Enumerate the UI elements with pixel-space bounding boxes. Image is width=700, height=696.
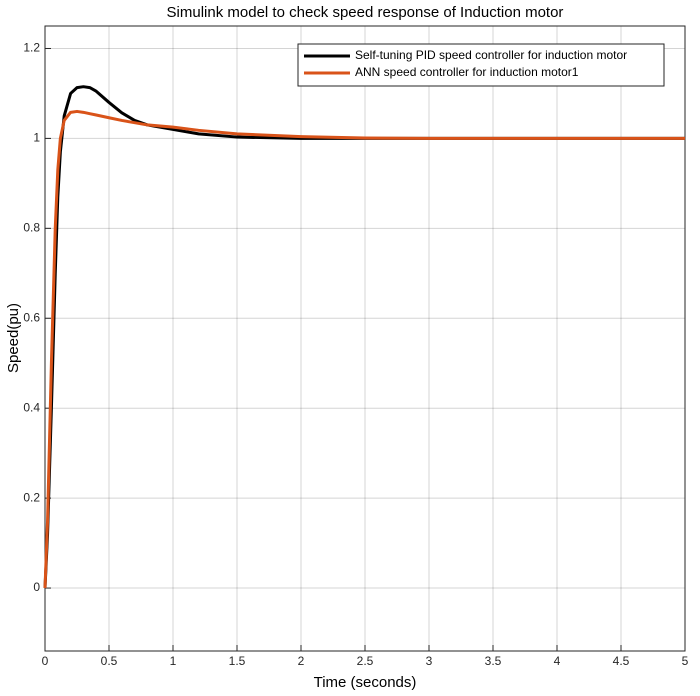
legend: Self-tuning PID speed controller for ind… xyxy=(297,43,665,87)
x-tick-label: 3 xyxy=(426,654,433,668)
legend-label: ANN speed controller for induction motor… xyxy=(355,65,579,79)
y-tick-label: 0.8 xyxy=(23,221,40,235)
y-tick-label: 0.4 xyxy=(23,400,40,414)
x-tick-label: 0.5 xyxy=(101,654,118,668)
y-tick-label: 1 xyxy=(33,131,40,145)
y-axis-label: Speed(pu) xyxy=(5,303,22,373)
y-tick-label: 0.2 xyxy=(23,490,40,504)
legend-label: Self-tuning PID speed controller for ind… xyxy=(355,48,627,62)
x-tick-label: 4 xyxy=(554,654,561,668)
y-tick-label: 1.2 xyxy=(23,41,40,55)
x-tick-label: 5 xyxy=(682,654,689,668)
x-tick-label: 4.5 xyxy=(613,654,630,668)
x-tick-label: 2 xyxy=(298,654,305,668)
x-tick-label: 1 xyxy=(170,654,177,668)
x-tick-label: 2.5 xyxy=(357,654,374,668)
legend-box xyxy=(297,43,665,87)
plot-area xyxy=(44,25,686,652)
x-tick-label: 3.5 xyxy=(485,654,502,668)
x-tick-label: 0 xyxy=(42,654,49,668)
x-axis-label: Time (seconds) xyxy=(314,674,417,691)
y-tick-label: 0.6 xyxy=(23,310,40,324)
x-tick-label: 1.5 xyxy=(229,654,246,668)
line-series xyxy=(43,109,685,589)
y-tick-label: 0 xyxy=(33,580,40,594)
chart-title: Simulink model to check speed response o… xyxy=(167,4,564,21)
